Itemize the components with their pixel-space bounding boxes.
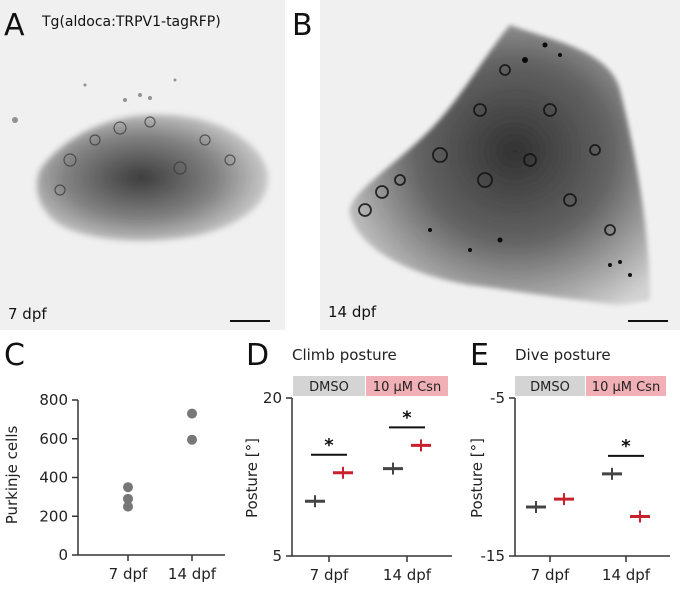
panel-letter-e: E <box>470 338 489 373</box>
chart-c-ytick-label: 600 <box>39 430 68 448</box>
panel-letter-c: C <box>4 338 25 373</box>
stage-label-7dpf: 7 dpf <box>8 305 47 323</box>
csn-label-e: 10 µM Csn <box>592 380 660 395</box>
dmso-label-d: DMSO <box>309 380 349 395</box>
chart-d-ylabel: Posture [°] <box>243 438 261 518</box>
dmso-box-e <box>515 376 585 396</box>
chart-e-y-axis: -15 -5 <box>481 389 516 565</box>
chart-c-ytick-label: 200 <box>39 507 68 525</box>
chart-e-x-axis: 7 dpf 14 dpf <box>515 555 670 584</box>
panel-letter-a: A <box>4 8 25 43</box>
csn-box-d <box>366 376 448 396</box>
chart-d-x-axis: 7 dpf 14 dpf <box>292 555 452 584</box>
chart-c-ytick-label: 400 <box>39 469 68 487</box>
chart-c-x-axis: 7 dpf 14 dpf <box>78 554 225 583</box>
chart-e-ylabel: Posture [°] <box>468 438 486 518</box>
chart-e-marks: * <box>526 436 650 523</box>
cerebellum-image-7dpf <box>0 0 285 330</box>
chart-dive-posture: DMSO 10 µM Csn -15 -5 7 dpf 14 dpf * Postu… <box>468 376 670 584</box>
chart-e-ytick-label: -5 <box>490 389 505 407</box>
chart-c-xtick-label: 14 dpf <box>168 565 217 583</box>
chart-d-ytick-label: 20 <box>263 389 282 407</box>
scale-bar-a <box>230 320 270 322</box>
chart-c-ylabel: Purkinje cells <box>3 426 21 525</box>
chart-climb-posture: DMSO 10 µM Csn 520 7 dpf 14 dpf ** Postur… <box>243 376 452 584</box>
stage-label-14dpf: 14 dpf <box>328 303 377 321</box>
chart-c-ytick-label: 0 <box>58 546 68 564</box>
transgene-label: Tg(aldoca:TRPV1-tagRFP) <box>42 14 221 30</box>
dmso-box-d <box>293 376 365 396</box>
chart-e-xtick-label: 14 dpf <box>602 566 651 584</box>
csn-box-e <box>586 376 666 396</box>
chart-d-xtick-label: 14 dpf <box>383 566 432 584</box>
panel-letter-d: D <box>246 338 270 373</box>
dmso-label-e: DMSO <box>530 380 570 395</box>
chart-e-ytick-label: -15 <box>481 547 506 565</box>
chart-c-point <box>123 501 133 512</box>
chart-e-title: Dive posture <box>515 346 611 364</box>
csn-label-d: 10 µM Csn <box>373 380 441 395</box>
chart-e-xtick-label: 7 dpf <box>531 566 570 584</box>
chart-c-point <box>187 434 197 445</box>
scale-bar-b <box>628 320 668 322</box>
panel-letter-b: B <box>292 8 313 43</box>
chart-c-point <box>123 493 133 504</box>
micrograph-14dpf <box>320 0 680 330</box>
cerebellum-image-14dpf <box>320 0 680 330</box>
chart-d-title: Climb posture <box>292 346 397 364</box>
chart-purkinje-cells: 0 200 400 600 800 7 dpf 14 dpf Purkinje cells <box>3 391 225 583</box>
chart-c-point <box>123 482 133 493</box>
significance-star: * <box>324 435 334 456</box>
chart-d-xtick-label: 7 dpf <box>310 566 349 584</box>
chart-d-ytick-label: 5 <box>272 547 282 565</box>
micrograph-7dpf <box>0 0 285 330</box>
chart-d-marks: ** <box>305 407 431 508</box>
chart-c-ytick-label: 800 <box>39 391 68 409</box>
chart-c-xtick-label: 7 dpf <box>109 565 148 583</box>
chart-c-y-axis: 0 200 400 600 800 <box>39 391 79 564</box>
chart-c-point <box>187 408 197 419</box>
chart-d-y-axis: 5 20 <box>263 389 293 565</box>
chart-c-points <box>123 408 197 512</box>
significance-star: * <box>621 436 631 457</box>
significance-star: * <box>402 407 412 428</box>
